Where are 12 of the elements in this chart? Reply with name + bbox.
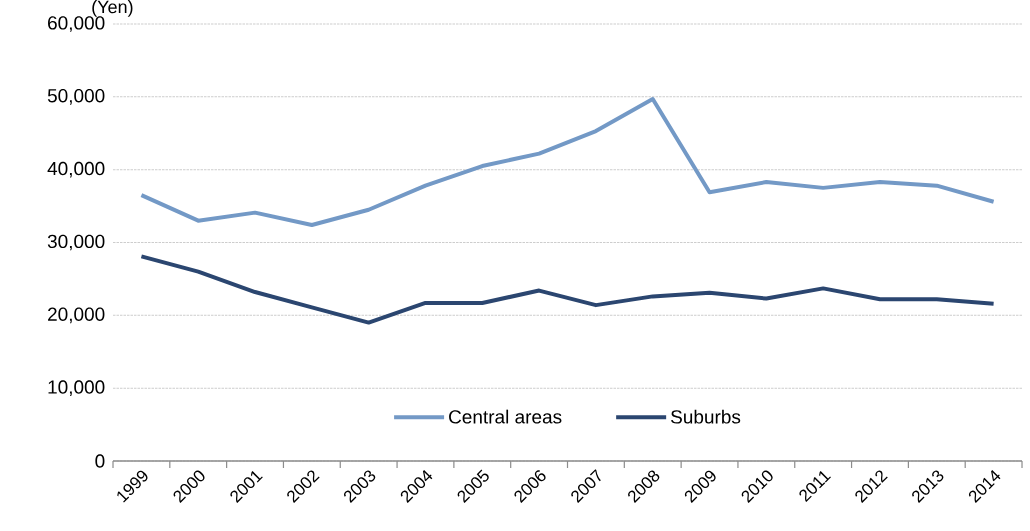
y-tick-label: 50,000 [47,88,105,105]
legend-label: Suburbs [671,409,741,424]
y-tick-label: 0 [95,454,105,468]
legend-label: Central areas [449,409,562,424]
y-tick-label: 10,000 [48,380,105,397]
y-tick-label: 60,000 [48,16,105,32]
y-tick-label: 20,000 [48,307,105,324]
y-tick-label: 30,000 [47,234,105,251]
y-axis-title: (Yen) [92,0,133,17]
line-series [139,97,996,228]
line-series [139,254,996,325]
y-tick-label: 40,000 [47,161,105,178]
